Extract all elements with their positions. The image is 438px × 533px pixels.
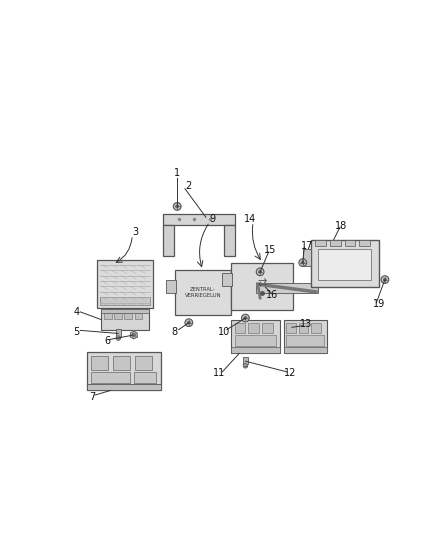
Circle shape (301, 261, 304, 264)
Circle shape (258, 270, 261, 273)
Circle shape (241, 314, 249, 322)
Bar (231, 263, 293, 310)
Text: 3: 3 (132, 227, 138, 237)
Bar (243, 357, 248, 364)
Bar (175, 270, 231, 315)
Text: 6: 6 (104, 336, 110, 346)
Circle shape (243, 364, 248, 368)
Bar (262, 324, 273, 333)
Text: 9: 9 (210, 214, 216, 224)
Text: 17: 17 (301, 241, 314, 251)
Bar (284, 348, 327, 353)
Bar (286, 324, 296, 333)
Text: 11: 11 (213, 368, 225, 378)
Bar (163, 214, 235, 225)
Bar (235, 335, 276, 346)
Bar (231, 320, 279, 353)
Bar (116, 329, 120, 336)
Bar (104, 313, 112, 319)
Text: 5: 5 (73, 327, 80, 337)
Bar (101, 309, 149, 313)
Bar (359, 239, 370, 246)
Bar (222, 273, 232, 286)
Text: 15: 15 (264, 245, 276, 255)
Circle shape (244, 317, 247, 320)
Text: 19: 19 (373, 299, 385, 309)
Text: 7: 7 (89, 392, 95, 401)
Bar (311, 324, 321, 333)
Circle shape (383, 278, 386, 281)
Text: ZENTRAL-
VERRIEGELUN: ZENTRAL- VERRIEGELUN (184, 287, 221, 298)
Text: 12: 12 (284, 368, 297, 378)
Text: 4: 4 (74, 307, 80, 317)
Bar (113, 356, 130, 370)
Circle shape (187, 321, 191, 324)
Text: 13: 13 (300, 319, 312, 329)
Bar (284, 320, 327, 353)
Bar (315, 239, 326, 246)
Bar (248, 324, 259, 333)
Bar (235, 324, 245, 333)
Bar (134, 313, 142, 319)
Circle shape (116, 336, 120, 341)
Text: 2: 2 (185, 181, 191, 191)
Polygon shape (131, 331, 137, 339)
Bar (97, 260, 153, 308)
Bar (91, 356, 108, 370)
Bar (256, 282, 318, 294)
Bar (231, 348, 279, 353)
Bar (91, 372, 130, 383)
Circle shape (381, 276, 389, 284)
Text: ⇄: ⇄ (258, 278, 267, 288)
Circle shape (256, 268, 264, 276)
Bar (124, 313, 132, 319)
Bar (87, 352, 161, 391)
Bar (224, 225, 235, 256)
Circle shape (176, 205, 179, 208)
Bar (114, 313, 122, 319)
Bar (163, 225, 174, 256)
Circle shape (299, 259, 307, 266)
Bar (100, 297, 150, 305)
Bar (134, 372, 155, 383)
Text: 14: 14 (244, 214, 256, 224)
Bar (303, 249, 311, 265)
Text: 1: 1 (174, 168, 180, 179)
Bar (345, 239, 356, 246)
Bar (299, 324, 308, 333)
Text: 8: 8 (172, 327, 178, 337)
Circle shape (173, 203, 181, 210)
Circle shape (185, 319, 193, 327)
Bar (101, 309, 149, 330)
Bar (87, 384, 161, 391)
Bar (330, 239, 341, 246)
Circle shape (132, 333, 136, 337)
Bar (286, 335, 324, 346)
Bar (134, 356, 152, 370)
Text: 16: 16 (265, 290, 278, 300)
Bar (166, 280, 176, 294)
Text: 10: 10 (218, 327, 230, 337)
Text: 18: 18 (336, 221, 348, 231)
Bar (311, 239, 379, 287)
Bar (318, 249, 371, 280)
